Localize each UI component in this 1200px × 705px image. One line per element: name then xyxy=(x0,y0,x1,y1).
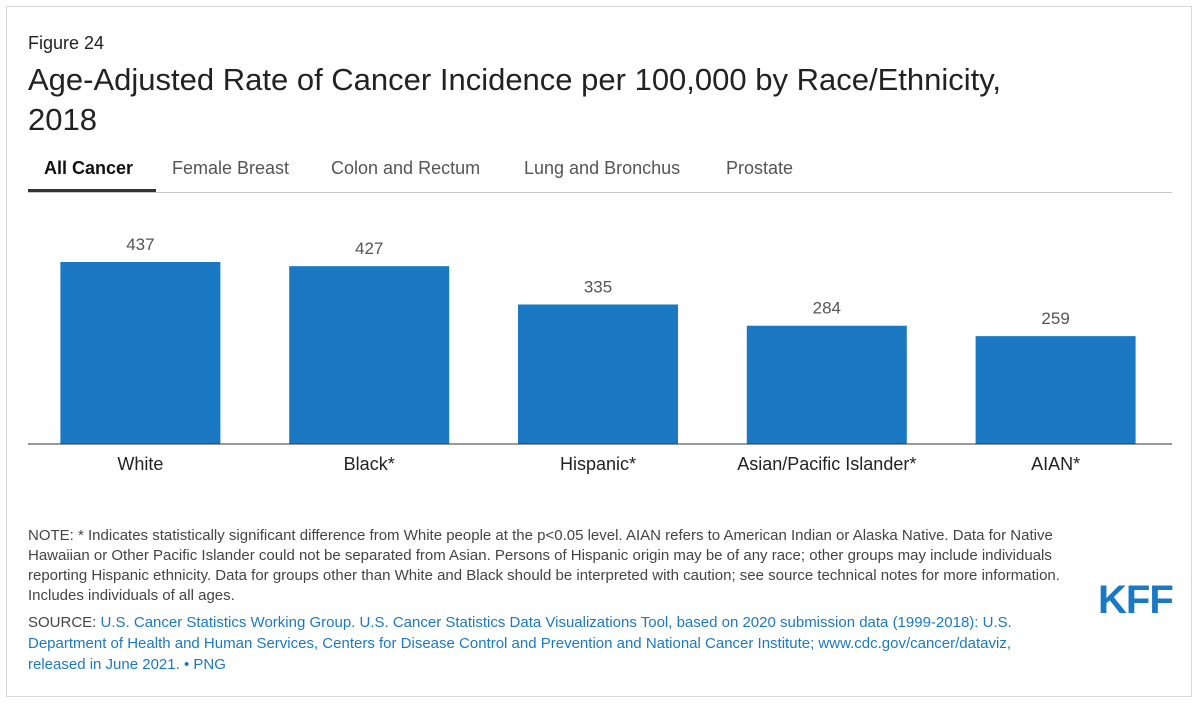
tab-prostate[interactable]: Prostate xyxy=(726,158,794,178)
tab-lung-and-bronchus[interactable]: Lung and Bronchus xyxy=(524,158,681,178)
bars-group: 437 White 427 Black* 335 Hispanic* 284 Asian/Pa… xyxy=(60,235,1136,474)
category-label-2: Hispanic* xyxy=(560,454,636,474)
figure-label: Figure 24 xyxy=(28,33,105,53)
bar-3[interactable] xyxy=(746,325,907,444)
data-label-2: 335 xyxy=(584,277,612,296)
bar-0[interactable] xyxy=(60,262,221,444)
bar-4[interactable] xyxy=(975,336,1136,444)
chart-source: SOURCE: U.S. Cancer Statistics Working G… xyxy=(28,612,1068,675)
chart-title: Age-Adjusted Rate of Cancer Incidence pe… xyxy=(28,62,1002,137)
kff-logo: KFF xyxy=(1098,578,1174,622)
data-label-4: 259 xyxy=(1041,309,1069,328)
data-label-1: 427 xyxy=(355,239,383,258)
source-link[interactable]: U.S. Cancer Statistics Working Group. U.… xyxy=(28,614,1012,673)
tab-colon-and-rectum[interactable]: Colon and Rectum xyxy=(331,158,481,178)
category-label-4: AIAN* xyxy=(1031,454,1080,474)
tab-bar: All Cancer Female Breast Colon and Rectu… xyxy=(28,152,1172,193)
source-prefix: SOURCE: xyxy=(28,614,101,631)
png-link[interactable]: PNG xyxy=(193,656,226,673)
category-label-3: Asian/Pacific Islander* xyxy=(737,454,916,474)
data-label-3: 284 xyxy=(813,299,841,318)
bar-1[interactable] xyxy=(289,266,450,444)
source-separator: • xyxy=(179,656,194,673)
data-label-0: 437 xyxy=(126,235,154,254)
category-label-1: Black* xyxy=(344,454,395,474)
tab-all-cancer[interactable]: All Cancer xyxy=(28,152,156,192)
chart-note: NOTE: * Indicates statistically signific… xyxy=(28,527,1060,604)
bar-2[interactable] xyxy=(518,304,678,444)
category-label-0: White xyxy=(117,454,163,474)
tab-female-breast[interactable]: Female Breast xyxy=(172,158,290,178)
